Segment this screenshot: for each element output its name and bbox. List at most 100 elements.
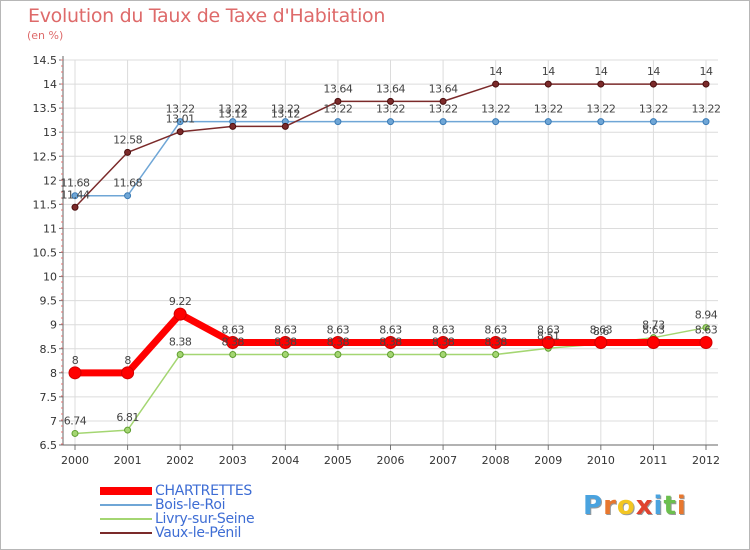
y-tick-label: 12.5 <box>33 150 58 163</box>
y-tick-label: 9 <box>50 319 57 332</box>
legend-label-bois-le-roi: Bois-le-Roi <box>155 497 226 513</box>
data-label-livry-sur-seine: 8.38 <box>274 336 297 349</box>
data-label-vaux-le-p-nil: 11.44 <box>61 188 90 201</box>
data-label-vaux-le-p-nil: 13.64 <box>323 82 352 95</box>
legend: CHARTRETTES Bois-le-Roi Livry-sur-Seine … <box>100 484 255 540</box>
y-tick-label: 8 <box>50 367 57 380</box>
data-point-chartrettes <box>121 366 135 380</box>
data-label-bois-le-roi: 13.22 <box>481 103 510 116</box>
data-label-chartrettes: 8.63 <box>327 323 350 336</box>
data-point-vaux-le-p-nil <box>702 80 710 88</box>
logo-letter: i <box>653 491 664 521</box>
x-tick-label: 2012 <box>692 454 720 467</box>
legend-item-vaux-le-penil: Vaux-le-Pénil <box>100 526 254 540</box>
data-point-vaux-le-p-nil <box>229 122 237 130</box>
data-label-livry-sur-seine: 8.38 <box>327 336 350 349</box>
x-tick-label: 2001 <box>114 454 142 467</box>
x-tick-label: 2004 <box>271 454 299 467</box>
x-tick-label: 2006 <box>377 454 405 467</box>
unit-label: (en %) <box>27 29 64 42</box>
data-label-vaux-le-p-nil: 13.64 <box>429 82 458 95</box>
data-point-chartrettes <box>278 335 292 349</box>
data-label-chartrettes: 8.63 <box>642 323 665 336</box>
x-tick-label: 2003 <box>219 454 247 467</box>
data-label-vaux-le-p-nil: 13.12 <box>218 107 247 120</box>
data-label-bois-le-roi: 13.22 <box>534 103 563 116</box>
x-tick-label: 2008 <box>482 454 510 467</box>
data-label-chartrettes: 8.63 <box>537 323 560 336</box>
data-label-bois-le-roi: 13.22 <box>429 103 458 116</box>
data-label-vaux-le-p-nil: 13.01 <box>166 113 195 126</box>
data-label-livry-sur-seine: 8.38 <box>432 336 455 349</box>
data-label-livry-sur-seine: 8.38 <box>484 336 507 349</box>
data-label-bois-le-roi: 13.22 <box>586 103 615 116</box>
legend-label-chartrettes: CHARTRETTES <box>155 483 253 499</box>
data-label-chartrettes: 8 <box>124 354 131 367</box>
data-label-bois-le-roi: 13.22 <box>323 103 352 116</box>
y-tick-label: 10 <box>43 271 57 284</box>
data-label-chartrettes: 8.63 <box>590 323 613 336</box>
data-label-livry-sur-seine: 8.38 <box>222 336 245 349</box>
data-point-chartrettes <box>384 335 397 349</box>
x-tick-label: 2007 <box>429 454 457 467</box>
data-label-livry-sur-seine: 8.6 <box>593 325 609 338</box>
legend-label-vaux-le-penil: Vaux-le-Pénil <box>155 525 242 541</box>
data-point-livry-sur-seine <box>71 429 79 437</box>
data-point-chartrettes <box>541 335 555 349</box>
data-label-chartrettes: 8.63 <box>484 323 507 336</box>
data-point-vaux-le-p-nil <box>334 97 342 105</box>
y-tick-label: 13.5 <box>33 102 58 115</box>
data-label-vaux-le-p-nil: 14 <box>542 65 555 78</box>
y-tick-label: 8.5 <box>40 343 58 356</box>
data-point-bois-le-roi <box>387 118 394 126</box>
data-point-livry-sur-seine <box>334 351 342 359</box>
data-point-bois-le-roi <box>544 118 552 126</box>
data-label-vaux-le-p-nil: 14 <box>647 65 660 78</box>
data-point-vaux-le-p-nil <box>124 148 132 156</box>
data-label-chartrettes: 8.63 <box>222 323 245 336</box>
data-point-bois-le-roi <box>176 118 184 126</box>
x-tick-label: 2005 <box>324 454 352 467</box>
logo-letter: t <box>663 491 677 521</box>
data-point-livry-sur-seine <box>387 351 394 359</box>
data-point-chartrettes <box>699 335 713 349</box>
data-point-bois-le-roi <box>597 118 605 126</box>
x-tick-label: 2011 <box>639 454 667 467</box>
data-label-bois-le-roi: 11.68 <box>113 177 142 190</box>
data-point-chartrettes <box>68 366 82 380</box>
data-label-livry-sur-seine: 6.81 <box>116 411 139 424</box>
logo-letter: o <box>616 491 636 521</box>
data-label-livry-sur-seine: 6.74 <box>64 414 87 427</box>
data-label-bois-le-roi: 13.22 <box>218 103 247 116</box>
y-tick-label: 10.5 <box>33 247 58 260</box>
data-label-bois-le-roi: 11.68 <box>61 177 90 190</box>
legend-swatch-livry-sur-seine <box>100 518 152 520</box>
data-point-vaux-le-p-nil <box>544 80 552 88</box>
y-tick-label: 7.5 <box>40 391 58 404</box>
data-point-livry-sur-seine <box>176 351 184 359</box>
data-label-chartrettes: 8 <box>72 354 79 367</box>
data-point-bois-le-roi <box>124 192 132 200</box>
y-tick-label: 13 <box>43 126 57 139</box>
data-label-chartrettes: 8.63 <box>695 323 718 336</box>
y-tick-label: 11 <box>43 222 57 235</box>
data-point-chartrettes <box>594 335 608 349</box>
proxiti-logo: Proxiti <box>583 491 687 521</box>
data-label-vaux-le-p-nil: 13.12 <box>271 107 300 120</box>
data-point-chartrettes <box>173 307 187 321</box>
data-point-bois-le-roi <box>439 118 447 126</box>
legend-item-livry-sur-seine: Livry-sur-Seine <box>100 512 255 526</box>
data-point-livry-sur-seine <box>124 426 132 434</box>
logo-letter: r <box>603 491 617 521</box>
data-point-livry-sur-seine <box>439 351 447 359</box>
data-point-bois-le-roi <box>702 118 710 126</box>
data-point-vaux-le-p-nil <box>649 80 657 88</box>
legend-item-chartrettes: CHARTRETTES <box>100 484 254 498</box>
data-point-chartrettes <box>646 335 660 349</box>
data-label-livry-sur-seine: 8.38 <box>379 336 402 349</box>
data-point-bois-le-roi <box>71 192 79 200</box>
x-tick-label: 2000 <box>61 454 89 467</box>
legend-swatch-chartrettes <box>100 487 152 495</box>
data-point-bois-le-roi <box>649 118 657 126</box>
